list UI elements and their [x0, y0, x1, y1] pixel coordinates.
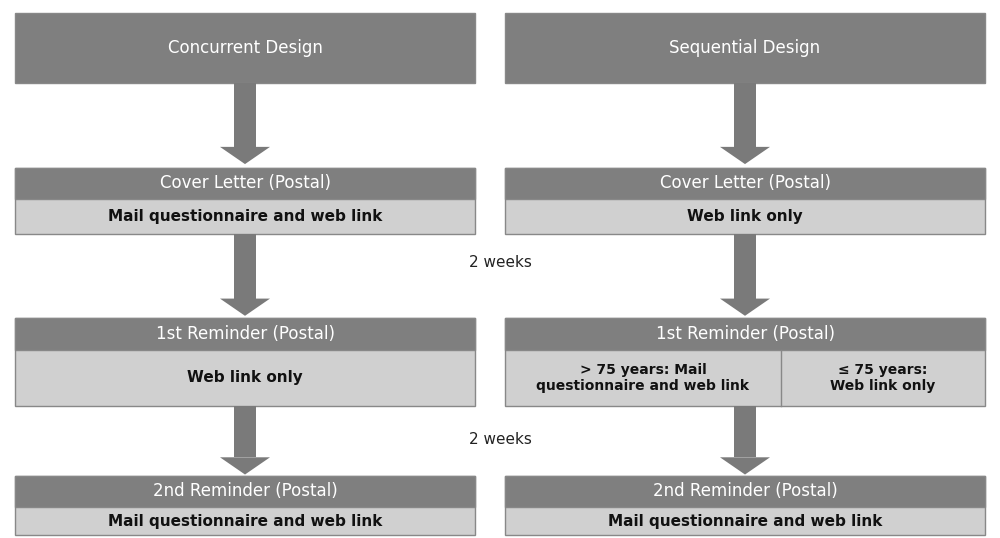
- Text: 1st Reminder (Postal): 1st Reminder (Postal): [156, 325, 334, 343]
- Bar: [505, 13, 985, 83]
- Bar: [234, 83, 256, 147]
- Polygon shape: [220, 147, 270, 164]
- Bar: [734, 406, 756, 457]
- Bar: [505, 168, 985, 199]
- Polygon shape: [720, 147, 770, 164]
- Bar: [15, 318, 475, 406]
- Text: Cover Letter (Postal): Cover Letter (Postal): [660, 174, 830, 193]
- Bar: [15, 168, 475, 199]
- Text: Mail questionnaire and web link: Mail questionnaire and web link: [108, 514, 382, 528]
- Bar: [505, 318, 985, 350]
- Polygon shape: [720, 457, 770, 475]
- Text: 1st Reminder (Postal): 1st Reminder (Postal): [656, 325, 834, 343]
- Bar: [505, 168, 985, 234]
- Bar: [15, 318, 475, 350]
- Bar: [15, 476, 475, 535]
- Text: Web link only: Web link only: [687, 209, 803, 224]
- Text: ≤ 75 years:
Web link only: ≤ 75 years: Web link only: [830, 363, 936, 393]
- Text: 2 weeks: 2 weeks: [469, 432, 531, 447]
- Bar: [505, 476, 985, 535]
- Polygon shape: [220, 457, 270, 475]
- Text: Concurrent Design: Concurrent Design: [168, 39, 322, 58]
- Bar: [234, 406, 256, 457]
- Text: Cover Letter (Postal): Cover Letter (Postal): [160, 174, 330, 193]
- Bar: [15, 476, 475, 507]
- Text: 2 weeks: 2 weeks: [469, 254, 531, 270]
- Bar: [15, 13, 475, 83]
- Bar: [505, 476, 985, 507]
- Bar: [234, 234, 256, 299]
- Bar: [734, 234, 756, 299]
- Bar: [15, 168, 475, 234]
- Bar: [734, 83, 756, 147]
- Text: > 75 years: Mail
questionnaire and web link: > 75 years: Mail questionnaire and web l…: [536, 363, 750, 393]
- Text: 2nd Reminder (Postal): 2nd Reminder (Postal): [653, 482, 837, 500]
- Text: Sequential Design: Sequential Design: [669, 39, 821, 58]
- Polygon shape: [220, 299, 270, 316]
- Polygon shape: [720, 299, 770, 316]
- Text: Web link only: Web link only: [187, 371, 303, 385]
- Text: Mail questionnaire and web link: Mail questionnaire and web link: [108, 209, 382, 224]
- Text: Mail questionnaire and web link: Mail questionnaire and web link: [608, 514, 882, 528]
- Bar: [505, 318, 985, 406]
- Text: 2nd Reminder (Postal): 2nd Reminder (Postal): [153, 482, 337, 500]
